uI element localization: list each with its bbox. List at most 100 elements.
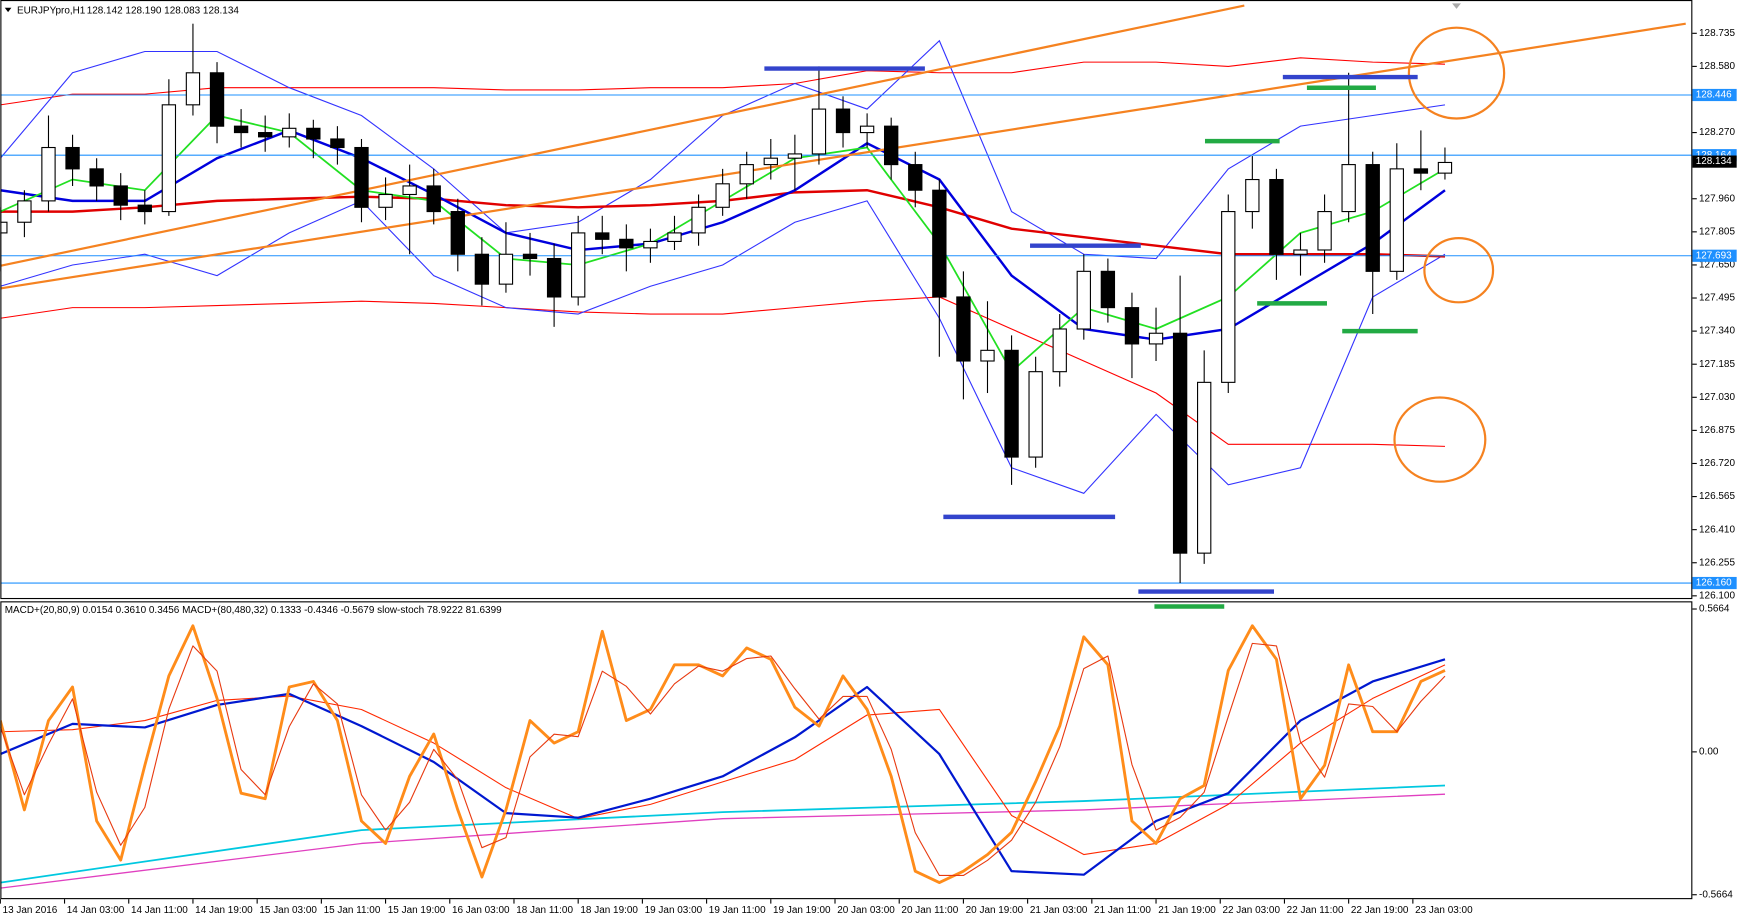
candle-body bbox=[1437, 161, 1453, 174]
candle-body bbox=[715, 183, 730, 208]
y-tick-label: 127.495 bbox=[1699, 293, 1735, 304]
candle-body bbox=[1293, 249, 1308, 255]
annotations bbox=[1393, 26, 1506, 483]
circle-annotation bbox=[1393, 396, 1487, 483]
y-tick-label: 127.030 bbox=[1699, 392, 1735, 403]
candle-body bbox=[1004, 349, 1019, 458]
x-tick-label: 20 Jan 19:00 bbox=[966, 905, 1024, 916]
candle-body bbox=[498, 253, 514, 285]
candle-body bbox=[1245, 178, 1260, 213]
candle-body bbox=[763, 157, 778, 166]
indicator-line bbox=[0, 624, 1446, 885]
candle-body bbox=[378, 193, 393, 208]
indicator-line bbox=[0, 664, 1446, 856]
circle-annotation bbox=[1423, 236, 1495, 304]
x-tick-label: 19 Jan 19:00 bbox=[773, 905, 831, 916]
level-label: 128.446 bbox=[1696, 90, 1732, 101]
x-tick-label: 19 Jan 11:00 bbox=[709, 905, 766, 916]
x-tick-label: 14 Jan 03:00 bbox=[67, 905, 125, 916]
level-label-box bbox=[1692, 249, 1737, 262]
indicator-pane bbox=[0, 624, 1446, 889]
y-tick-label: 128.735 bbox=[1699, 28, 1735, 39]
price-pane bbox=[0, 4, 1693, 584]
candle-body bbox=[1076, 270, 1091, 330]
candle-body bbox=[884, 125, 899, 166]
indicator-line bbox=[0, 784, 1446, 884]
x-tick-label: 18 Jan 11:00 bbox=[516, 905, 573, 916]
candle-body bbox=[980, 349, 995, 362]
x-tick-label: 21 Jan 19:00 bbox=[1158, 905, 1216, 916]
candle-body bbox=[691, 206, 706, 234]
x-tick-label: 22 Jan 03:00 bbox=[1222, 905, 1280, 916]
candle-body bbox=[1413, 168, 1429, 174]
y-tick-label: 126.720 bbox=[1699, 458, 1735, 469]
x-tick-label: 14 Jan 11:00 bbox=[131, 905, 188, 916]
y-tick-label: 128.580 bbox=[1699, 61, 1735, 72]
candle-body bbox=[137, 204, 152, 213]
candle-body bbox=[113, 185, 128, 206]
x-tick-label: 22 Jan 19:00 bbox=[1351, 905, 1409, 916]
candle-body bbox=[956, 296, 971, 362]
circle-annotation bbox=[1407, 26, 1506, 120]
candle-body bbox=[859, 125, 875, 134]
x-tick-label: 19 Jan 03:00 bbox=[645, 905, 703, 916]
candle-body bbox=[1389, 168, 1404, 272]
candle-body bbox=[1197, 381, 1212, 554]
y-tick-label: 126.565 bbox=[1699, 491, 1735, 502]
candle-body bbox=[402, 185, 417, 196]
y-tick-label: 127.650 bbox=[1699, 260, 1735, 271]
indicator-line bbox=[0, 658, 1446, 876]
symbol-title: EURJPYpro,H1 bbox=[17, 6, 86, 17]
candle-body bbox=[258, 132, 273, 138]
candle-body bbox=[0, 221, 8, 234]
x-tick-label: 14 Jan 19:00 bbox=[195, 905, 253, 916]
candle-body bbox=[546, 257, 562, 298]
last-price-box bbox=[1692, 155, 1737, 168]
candle-body bbox=[522, 253, 538, 260]
candle-body bbox=[571, 232, 586, 298]
candle-body bbox=[1100, 270, 1116, 309]
candle-body bbox=[619, 238, 634, 249]
candle-body bbox=[1269, 178, 1284, 255]
candle-body bbox=[282, 127, 297, 138]
candle-body bbox=[1124, 307, 1140, 345]
candle-body bbox=[89, 168, 104, 187]
indicator-line bbox=[0, 793, 1446, 889]
candle-body bbox=[595, 232, 610, 240]
candle-body bbox=[306, 127, 321, 140]
x-tick-label: 20 Jan 03:00 bbox=[837, 905, 895, 916]
candle-body bbox=[932, 189, 947, 298]
candle-body bbox=[65, 146, 80, 170]
menu-arrow[interactable] bbox=[4, 7, 12, 13]
level-label: 128.164 bbox=[1696, 150, 1732, 161]
candle-body bbox=[185, 72, 201, 106]
candle-body bbox=[450, 211, 465, 255]
candle-body bbox=[1028, 371, 1043, 458]
level-label-box bbox=[1692, 576, 1737, 590]
candle-body bbox=[1148, 332, 1164, 345]
x-tick-label: 22 Jan 11:00 bbox=[1287, 905, 1344, 916]
candle-body bbox=[426, 185, 441, 213]
indicator-line bbox=[0, 57, 1446, 106]
y-tick-label: 126.255 bbox=[1699, 557, 1735, 568]
x-tick-label: 21 Jan 03:00 bbox=[1030, 905, 1088, 916]
candle-body bbox=[667, 232, 682, 243]
x-tick-label: 18 Jan 19:00 bbox=[580, 905, 638, 916]
candle-body bbox=[908, 164, 923, 191]
candle-body bbox=[474, 253, 490, 285]
y-tick-label: 127.960 bbox=[1699, 193, 1735, 204]
candle-body bbox=[233, 125, 249, 134]
candle-body bbox=[1341, 164, 1356, 213]
candle-body bbox=[330, 138, 345, 149]
x-tick-label: 15 Jan 19:00 bbox=[388, 905, 446, 916]
candle-body bbox=[739, 164, 754, 185]
x-tick-label: 20 Jan 11:00 bbox=[901, 905, 958, 916]
level-label: 126.160 bbox=[1696, 578, 1732, 589]
candle-body bbox=[787, 153, 803, 159]
x-tick-label: 13 Jan 2016 bbox=[3, 905, 58, 916]
y-tick-label: 127.185 bbox=[1699, 359, 1735, 370]
price-frame bbox=[0, 0, 1693, 600]
